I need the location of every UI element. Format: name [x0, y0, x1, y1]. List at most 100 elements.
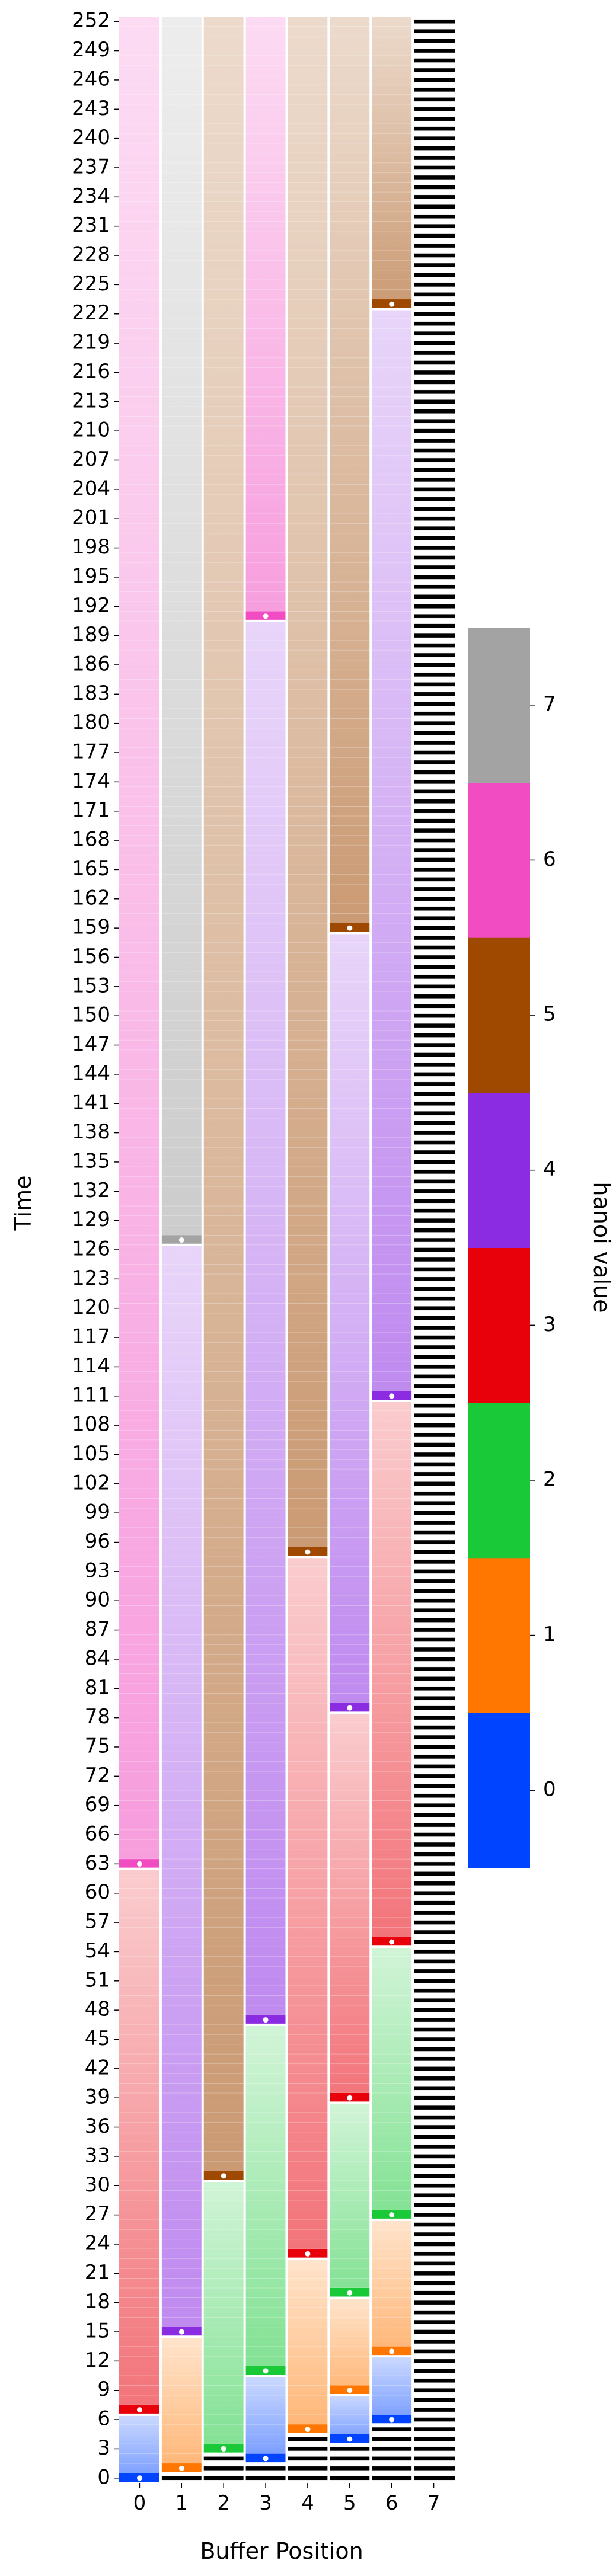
- x-axis: 0 1 2 3 4 5 6 7: [133, 2483, 441, 2515]
- y-tick-label: 180: [72, 711, 110, 734]
- y-tick-label: 153: [72, 974, 110, 997]
- colorbar-swatch: [468, 1403, 530, 1559]
- y-tick-label: 111: [72, 1383, 110, 1407]
- y-tick-label: 252: [72, 9, 110, 33]
- colorbar-swatch: [468, 1092, 530, 1248]
- write-dot: [347, 2095, 353, 2101]
- y-tick-label: 222: [72, 301, 110, 325]
- empty-cell-block: [328, 2444, 371, 2483]
- y-tick-label: 201: [72, 506, 110, 530]
- colorbar-tick-label: 2: [543, 1467, 556, 1491]
- write-dot: [305, 1549, 311, 1555]
- empty-cell-block: [371, 2424, 413, 2483]
- y-tick-label: 204: [72, 476, 110, 500]
- empty-cell-block: [160, 2473, 203, 2483]
- value-segment: [119, 17, 161, 1869]
- y-tick-label: 45: [85, 2027, 110, 2050]
- y-tick-label: 129: [72, 1208, 110, 1231]
- value-segment: [160, 17, 203, 1245]
- value-segment: [328, 17, 371, 933]
- y-tick-label: 33: [85, 2143, 110, 2167]
- y-tick-label: 132: [72, 1179, 110, 1202]
- y-tick-label: 234: [72, 184, 110, 208]
- value-segment: [244, 2024, 287, 2376]
- y-tick-label: 24: [85, 2231, 110, 2255]
- empty-cell-block: [244, 2463, 287, 2483]
- y-tick-label: 195: [72, 564, 110, 588]
- y-tick-label: 147: [72, 1032, 110, 1056]
- y-tick-label: 123: [72, 1266, 110, 1290]
- colorbar-swatch: [468, 1557, 530, 1713]
- write-dot: [136, 2407, 142, 2413]
- write-dot: [263, 613, 269, 619]
- y-tick-label: 15: [85, 2319, 110, 2343]
- y-tick-label: 144: [72, 1061, 110, 1085]
- y-tick-label: 249: [72, 38, 110, 62]
- value-segment: [160, 1244, 203, 2337]
- colorbar: 0 1 2 3 4 5 6 7: [468, 628, 556, 1868]
- value-segment: [202, 2181, 245, 2454]
- y-tick-label: 126: [72, 1237, 110, 1261]
- empty-cell-block: [286, 2434, 329, 2483]
- y-tick-label: 156: [72, 945, 110, 968]
- write-dot: [347, 2388, 353, 2393]
- y-tick-label: 216: [72, 360, 110, 383]
- y-tick-label: 189: [72, 623, 110, 647]
- write-dot: [263, 2368, 269, 2374]
- y-tick-label: 243: [72, 97, 110, 120]
- value-segment: [244, 17, 287, 621]
- y-axis: 0369121518212427303336394245485154576063…: [72, 9, 119, 2489]
- y-tick-label: 168: [72, 828, 110, 852]
- write-dot: [347, 1705, 353, 1711]
- y-tick-label: 135: [72, 1149, 110, 1173]
- value-segment: [286, 17, 329, 1557]
- value-segment: [371, 309, 413, 1401]
- empty-cell-block: [202, 2453, 245, 2483]
- y-tick-label: 6: [97, 2407, 110, 2431]
- colorbar-tick-label: 4: [543, 1157, 556, 1181]
- y-tick-label: 87: [85, 1617, 110, 1641]
- y-tick-label: 159: [72, 916, 110, 939]
- write-markers: [119, 17, 414, 2484]
- y-tick-label: 78: [85, 1705, 110, 1729]
- empty-cell-block: [413, 17, 455, 2483]
- y-axis-label: Time: [10, 1176, 36, 1231]
- y-tick-label: 81: [85, 1676, 110, 1700]
- y-tick-label: 51: [85, 1968, 110, 1992]
- write-dot: [178, 2465, 184, 2471]
- heatmap-cells: [119, 17, 455, 2483]
- y-tick-label: 105: [72, 1442, 110, 1465]
- x-tick-label: 5: [343, 2491, 356, 2515]
- write-dot: [389, 2417, 395, 2423]
- y-tick-label: 75: [85, 1734, 110, 1758]
- write-dot: [347, 2436, 353, 2442]
- y-tick-label: 186: [72, 652, 110, 676]
- y-tick-label: 72: [85, 1764, 110, 1787]
- y-tick-label: 9: [97, 2377, 110, 2401]
- y-tick-label: 240: [72, 126, 110, 149]
- x-tick-label: 6: [385, 2491, 398, 2515]
- y-tick-label: 207: [72, 447, 110, 471]
- value-segment: [244, 620, 287, 2025]
- value-segment: [286, 1557, 329, 2259]
- colorbar-tick-label: 5: [543, 1003, 556, 1026]
- write-dot: [221, 2173, 226, 2179]
- write-dot: [263, 2456, 269, 2462]
- value-segment: [371, 17, 413, 309]
- y-tick-label: 237: [72, 155, 110, 178]
- y-tick-label: 171: [72, 798, 110, 822]
- y-tick-label: 39: [85, 2085, 110, 2109]
- write-dot: [221, 2446, 226, 2452]
- value-segment: [328, 2297, 371, 2395]
- y-tick-label: 48: [85, 1998, 110, 2021]
- write-dot: [389, 1939, 395, 1945]
- y-tick-label: 69: [85, 1793, 110, 1816]
- x-tick-label: 7: [427, 2491, 441, 2515]
- y-tick-label: 93: [85, 1559, 110, 1582]
- colorbar-swatch: [468, 628, 530, 783]
- colorbar-tick-label: 1: [543, 1623, 556, 1646]
- y-tick-label: 3: [97, 2436, 110, 2460]
- y-tick-label: 162: [72, 886, 110, 910]
- write-dot: [389, 2348, 395, 2354]
- colorbar-swatch: [468, 782, 530, 938]
